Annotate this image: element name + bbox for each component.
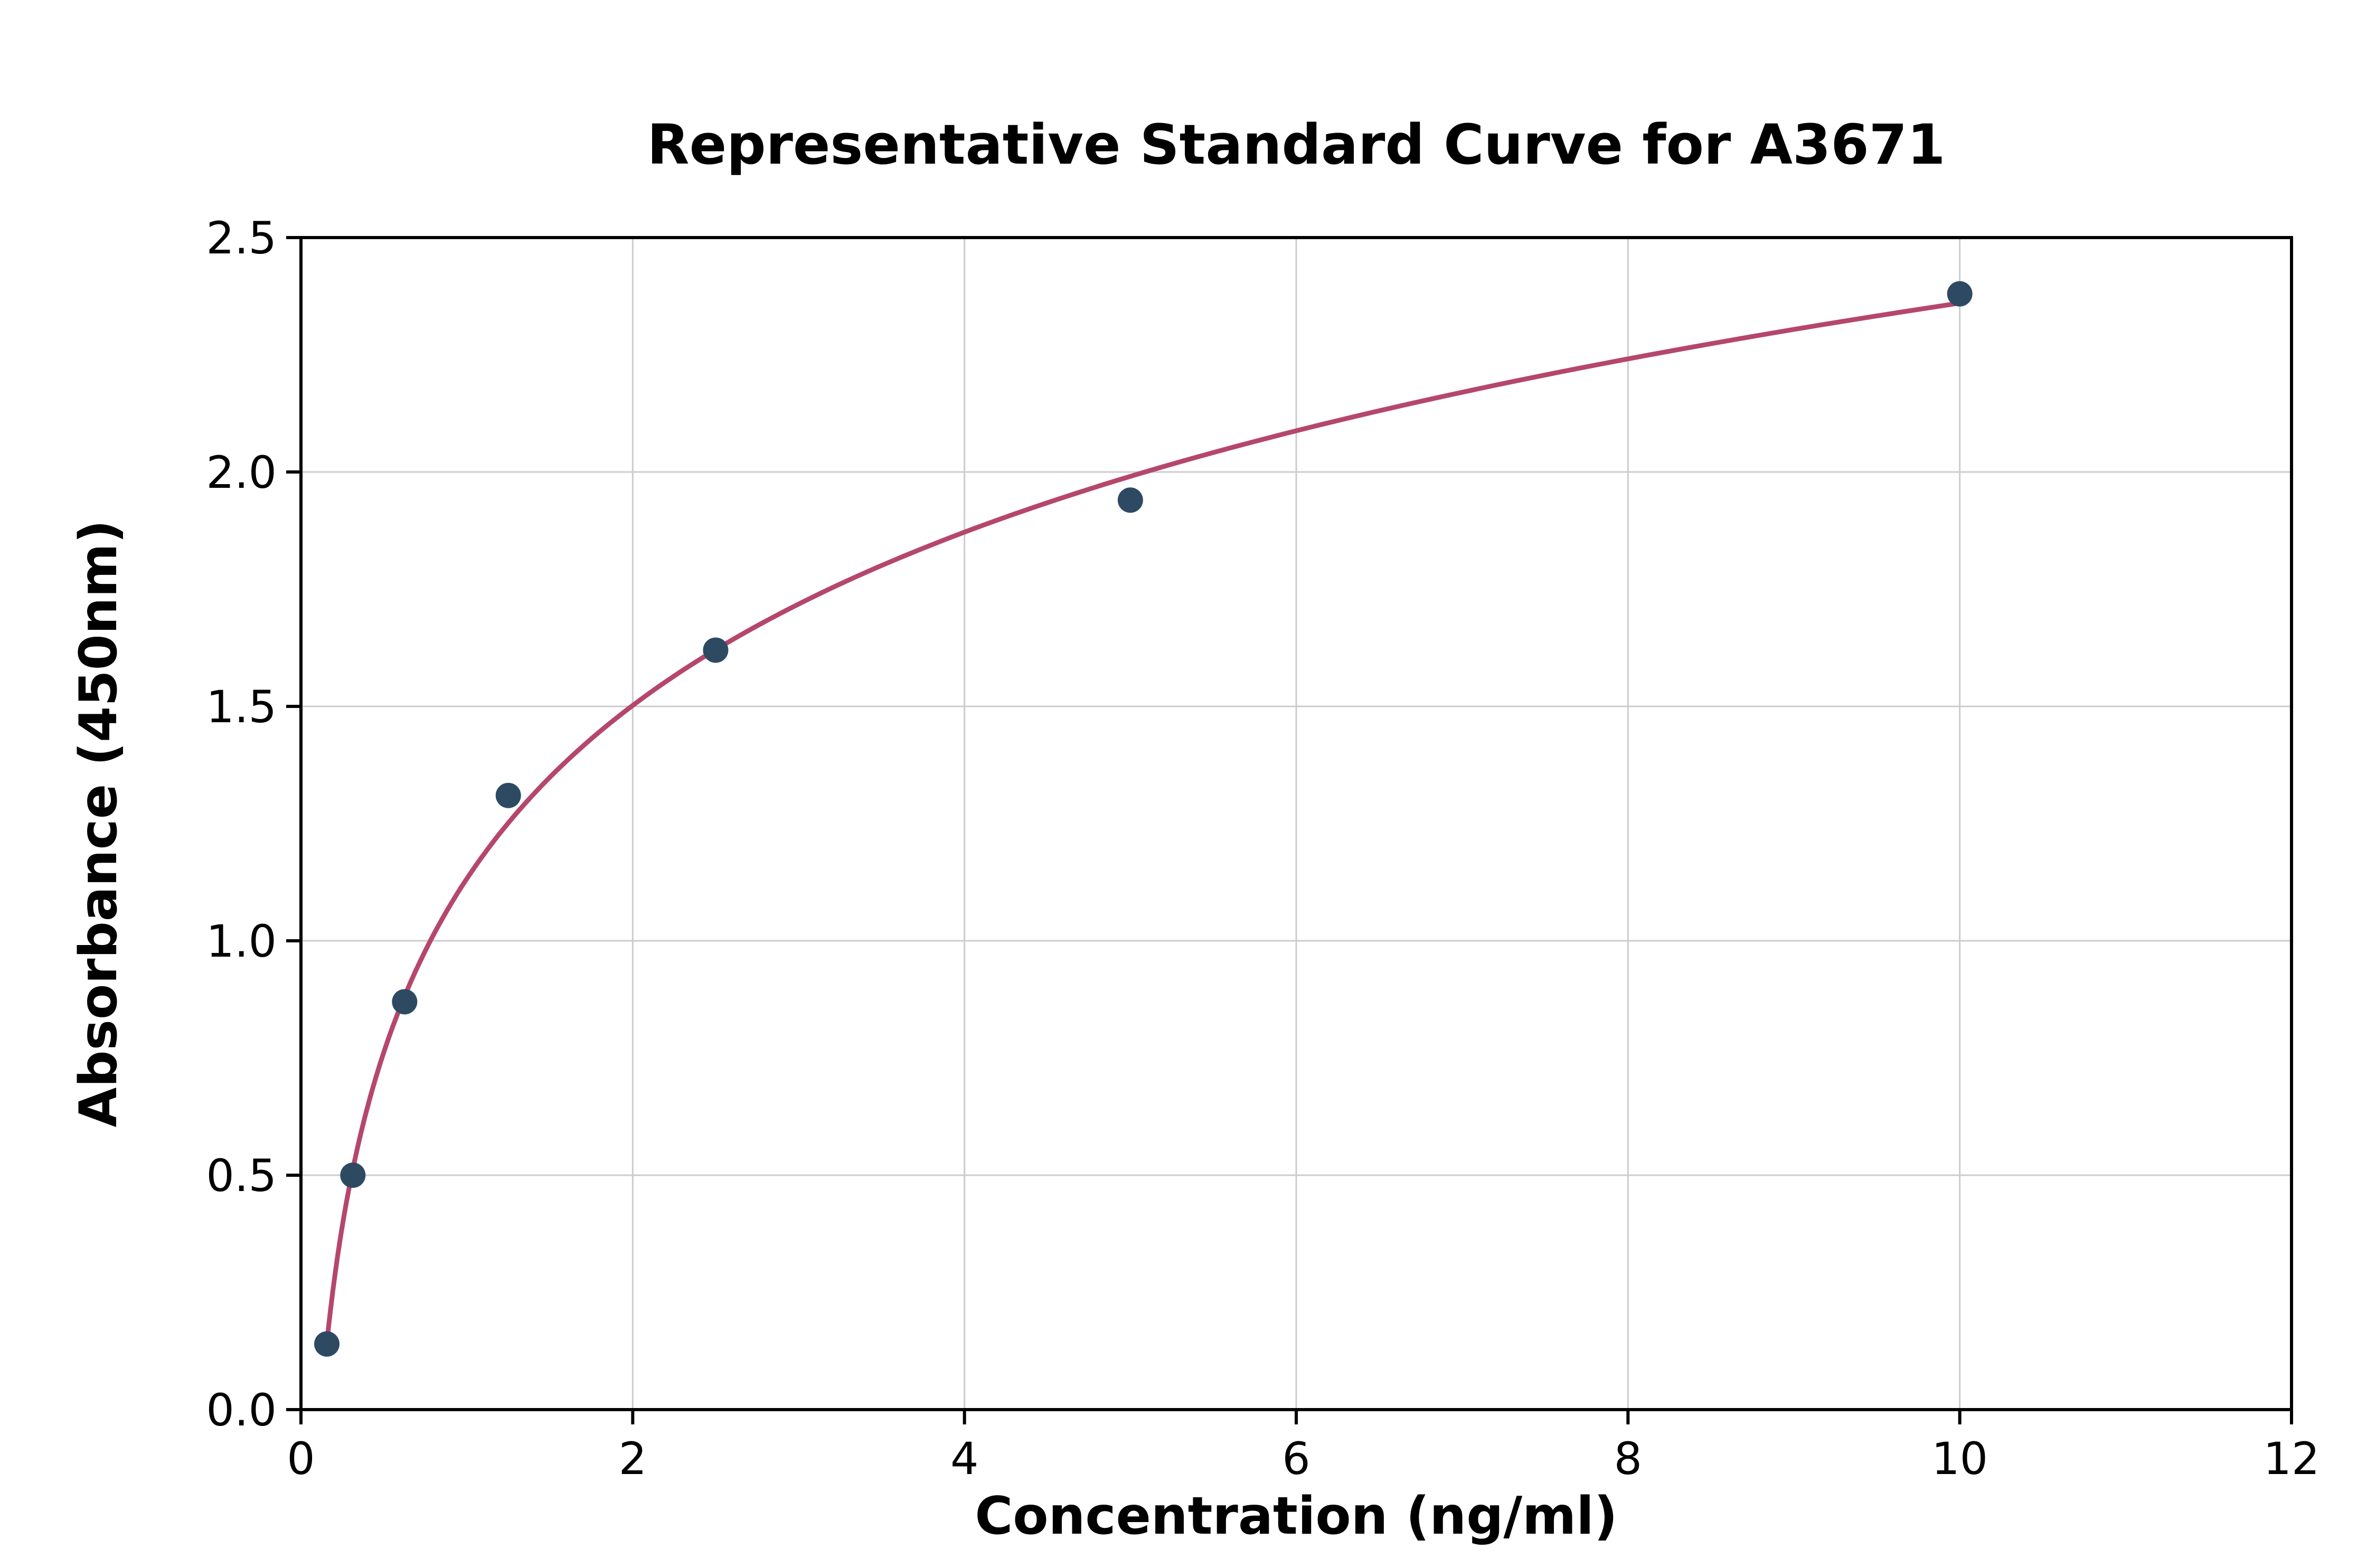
fit-curve — [324, 300, 1963, 1346]
y-axis-label: Absorbance (450nm) — [69, 520, 129, 1128]
data-point — [495, 782, 521, 808]
data-point — [314, 1331, 340, 1357]
axis-ticks — [286, 236, 2293, 1424]
data-points — [314, 281, 1973, 1357]
y-tick-label: 2.5 — [206, 212, 277, 264]
x-tick-label: 2 — [619, 1433, 647, 1485]
y-tick-label: 0.0 — [206, 1384, 277, 1436]
x-axis-label: Concentration (ng/ml) — [975, 1486, 1617, 1546]
x-tick-label: 12 — [2264, 1433, 2320, 1485]
data-point — [1947, 281, 1973, 307]
chart-title: Representative Standard Curve for A3671 — [647, 112, 1946, 177]
x-tick-label: 6 — [1282, 1433, 1310, 1485]
x-tick-label: 0 — [287, 1433, 315, 1485]
y-tick-label: 0.5 — [206, 1150, 277, 1202]
x-tick-label: 4 — [950, 1433, 978, 1485]
y-tick-label: 2.0 — [206, 447, 277, 498]
x-tick-label: 10 — [1931, 1433, 1988, 1485]
y-tick-label: 1.0 — [206, 915, 277, 967]
data-point — [340, 1163, 366, 1188]
data-point — [392, 989, 418, 1015]
data-point — [703, 637, 729, 663]
tick-labels: 0 2 4 6 8 10 12 0.0 0.5 1.0 1.5 2.0 2.5 — [206, 212, 2320, 1485]
grid-lines — [300, 237, 2293, 1411]
x-tick-label: 8 — [1614, 1433, 1642, 1485]
fit-curve-path — [324, 300, 1963, 1346]
data-point — [1117, 487, 1143, 513]
y-tick-label: 1.5 — [206, 681, 277, 733]
